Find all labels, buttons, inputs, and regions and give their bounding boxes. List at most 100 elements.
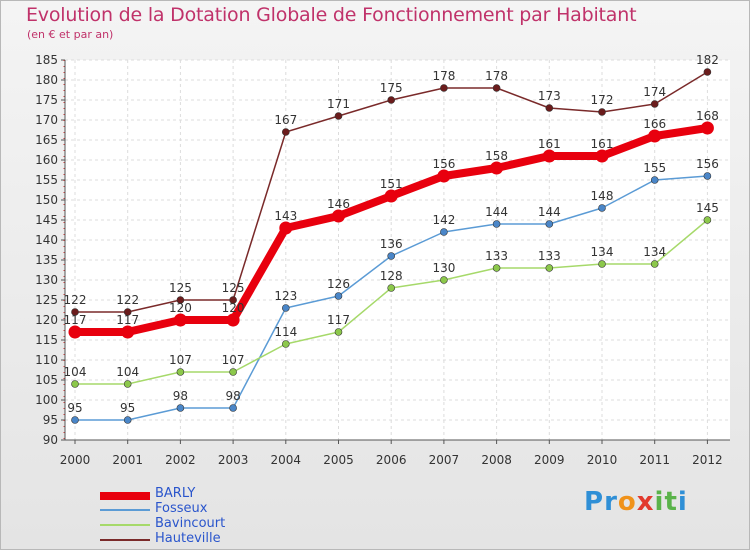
data-point-barly [490,161,504,175]
data-point-hauteville [650,100,659,108]
x-tick-label: 2008 [481,453,512,467]
data-label-bavincourt: 133 [485,249,508,263]
data-point-hauteville [176,296,185,304]
logo-letter: r [604,487,618,517]
data-label-fosseux: 95 [120,401,135,415]
y-tick-label: 145 [35,213,58,227]
y-tick-label: 95 [43,413,58,427]
data-point-fosseux [229,404,237,412]
x-tick-label: 2009 [534,453,565,467]
data-label-hauteville: 122 [116,293,139,307]
x-tick-label: 2001 [112,453,143,467]
legend-label-bavincourt: Bavincourt [155,516,226,531]
y-tick-label: 140 [35,233,58,247]
data-label-fosseux: 142 [432,213,455,227]
y-tick-label: 120 [35,313,58,327]
data-point-bavincourt [650,260,659,268]
data-label-fosseux: 98 [225,389,240,403]
data-point-barly [700,121,714,135]
data-point-hauteville [229,296,237,304]
data-point-hauteville [387,96,396,104]
x-tick-label: 2000 [60,453,91,467]
data-point-barly [68,325,82,339]
data-point-fosseux [598,204,606,212]
y-tick-label: 125 [35,293,58,307]
data-label-hauteville: 173 [538,89,561,103]
data-label-fosseux: 144 [538,205,561,219]
data-point-fosseux [387,252,396,260]
data-label-barly: 156 [432,157,455,171]
data-point-barly [648,129,662,143]
data-point-bavincourt [545,264,554,272]
logo-letter: P [584,487,605,517]
data-point-bavincourt [281,340,290,348]
data-point-fosseux [703,172,712,180]
data-label-barly: 168 [696,109,719,123]
data-point-barly [384,189,398,203]
data-label-hauteville: 178 [432,69,455,83]
data-point-hauteville [440,84,448,92]
data-label-fosseux: 126 [327,277,350,291]
data-label-barly: 120 [169,301,192,315]
data-point-fosseux [545,220,554,228]
y-tick-label: 130 [35,273,58,287]
data-label-bavincourt: 114 [274,325,297,339]
data-label-hauteville: 172 [591,93,614,107]
data-label-barly: 161 [538,137,561,151]
data-label-barly: 117 [116,313,139,327]
y-tick-label: 90 [43,433,58,447]
proxiti-logo: Proxiti [584,487,688,517]
data-point-hauteville [281,128,290,136]
data-label-bavincourt: 133 [538,249,561,263]
data-label-fosseux: 148 [591,189,614,203]
data-label-bavincourt: 134 [591,245,614,259]
y-tick-label: 180 [35,73,58,87]
x-tick-label: 2002 [165,453,196,467]
data-point-barly [595,149,609,163]
data-point-bavincourt [492,264,501,272]
data-label-barly: 166 [643,117,666,131]
data-label-hauteville: 171 [327,97,350,111]
data-label-hauteville: 125 [222,281,245,295]
data-label-bavincourt: 104 [64,365,87,379]
x-tick-label: 2007 [429,453,460,467]
data-point-barly [121,325,135,339]
data-label-bavincourt: 107 [169,353,192,367]
data-point-fosseux [492,220,501,228]
data-point-hauteville [492,84,501,92]
data-label-fosseux: 156 [696,157,719,171]
data-point-bavincourt [703,216,712,224]
data-point-hauteville [123,308,132,316]
data-point-fosseux [71,416,79,424]
y-tick-label: 150 [35,193,58,207]
x-tick-label: 2011 [639,453,670,467]
data-label-bavincourt: 145 [696,201,719,215]
data-point-barly [332,209,345,223]
data-label-fosseux: 144 [485,205,508,219]
data-point-bavincourt [334,328,343,336]
data-point-fosseux [281,304,290,312]
data-label-fosseux: 95 [67,401,82,415]
data-label-hauteville: 175 [380,81,403,95]
plot-area [65,60,730,440]
data-point-bavincourt [387,284,396,292]
y-tick-label: 110 [35,353,58,367]
y-tick-label: 160 [35,153,58,167]
data-point-bavincourt [440,276,448,284]
x-tick-label: 2006 [376,453,407,467]
y-tick-label: 185 [35,53,58,67]
data-label-bavincourt: 128 [380,269,403,283]
data-point-barly [173,313,187,327]
data-point-barly [437,169,451,183]
x-tick-label: 2005 [323,453,354,467]
data-point-barly [279,221,293,235]
data-label-hauteville: 174 [643,85,666,99]
data-label-barly: 146 [327,197,350,211]
data-point-fosseux [650,176,659,184]
logo-letter: i [677,487,688,517]
data-point-bavincourt [123,380,132,388]
data-label-fosseux: 155 [643,161,666,175]
data-label-hauteville: 122 [64,293,87,307]
data-point-hauteville [71,308,79,316]
